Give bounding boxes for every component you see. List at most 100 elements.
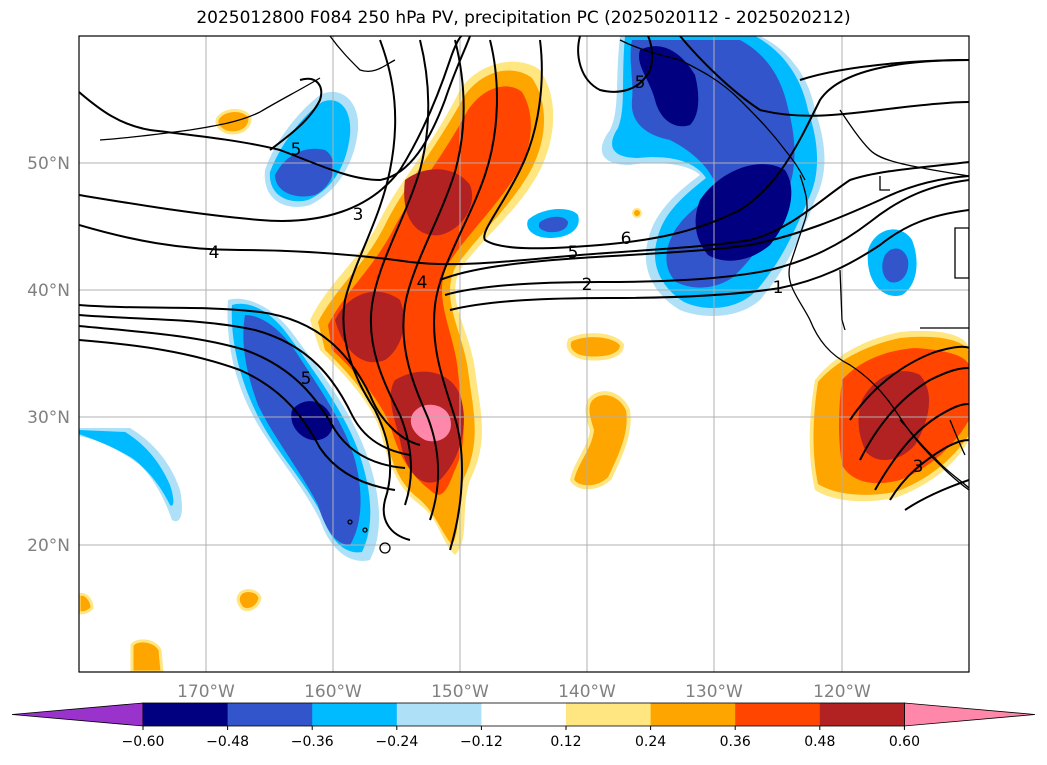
contour-label: 5	[635, 73, 646, 93]
contour-labels: 5 3 4 5 6 5 4 2 1 5 3	[209, 73, 924, 477]
contour-1	[449, 209, 969, 311]
lon-label-120w: 120°W	[813, 682, 871, 702]
lon-label-150w: 150°W	[431, 682, 489, 702]
lon-label-170w: 170°W	[177, 682, 235, 702]
coast-west-us	[788, 174, 969, 491]
contour-se-5	[904, 479, 969, 511]
latitude-labels: 50°N 40°N 30°N 20°N	[27, 154, 70, 556]
colorbar-segment	[819, 703, 905, 726]
contour-label: 6	[621, 229, 632, 249]
longitude-labels: 170°W 160°W 150°W 140°W 130°W 120°W	[177, 682, 871, 702]
coast-gulf	[949, 419, 966, 456]
colorbar-segment	[312, 703, 398, 726]
colorbar-tick-label: 0.48	[804, 734, 835, 750]
neg-shade-nw-3	[275, 148, 334, 197]
lon-label-130w: 130°W	[685, 682, 743, 702]
map-frame	[78, 35, 970, 673]
coast-baja	[899, 419, 969, 489]
island-hawaii-2	[362, 527, 368, 533]
contour-central-1	[342, 39, 411, 541]
colorbar-tick-label: 0.12	[550, 734, 581, 750]
contour-label: 4	[209, 243, 220, 263]
map-title: 2025012800 F084 250 hPa PV, precipitatio…	[196, 8, 851, 28]
neg-shade-ne-4a	[638, 46, 699, 127]
contour-ne-1	[679, 36, 969, 117]
contour-ne-2	[799, 59, 969, 81]
colorbar-segment	[650, 703, 736, 726]
neg-shade-west-1	[79, 428, 183, 522]
contour-ne-3	[577, 36, 654, 93]
colorbar-segment	[566, 703, 652, 726]
contour-central-4	[433, 39, 498, 551]
coast-aleutians	[99, 77, 321, 141]
contour-label: 5	[301, 369, 312, 389]
pos-shade-small-1	[566, 333, 625, 361]
contour-se-3	[874, 403, 969, 491]
neg-shade-inland-3	[882, 248, 909, 283]
border-2	[954, 227, 969, 279]
border-1	[879, 176, 890, 191]
contour-label: 4	[417, 273, 428, 293]
colorbar-segment	[143, 703, 229, 726]
pv-contours	[79, 36, 969, 551]
colorbar-frame	[142, 702, 905, 727]
pos-shade-4b	[335, 291, 405, 363]
contour-label: 5	[568, 243, 579, 263]
pos-shade-4a	[404, 169, 473, 236]
lat-label-30n: 30°N	[27, 408, 70, 428]
contour-central-2	[369, 39, 430, 506]
colorbar-tick-label: −0.12	[460, 734, 503, 750]
island-hawaii-3	[347, 519, 353, 525]
pos-shade-small-7	[632, 208, 642, 218]
contour-5b	[439, 175, 969, 281]
contour-s4	[79, 339, 396, 491]
colorbar-tick-label: 0.36	[720, 734, 751, 750]
colorbar-tick-label: −0.24	[375, 734, 418, 750]
negative-precip-small-45n	[527, 208, 579, 238]
pos-shade-5	[410, 404, 451, 442]
contour-6	[483, 39, 969, 250]
contour-label: 1	[773, 278, 784, 298]
contour-central-3	[402, 39, 465, 521]
lat-label-40n: 40°N	[27, 281, 70, 301]
pos-shade-small-6	[79, 592, 94, 615]
contour-2	[444, 179, 969, 296]
pos-shade-small-4	[236, 589, 262, 612]
lon-label-140w: 140°W	[558, 682, 616, 702]
negative-precip-ne	[601, 36, 825, 316]
colorbar-extend-low	[11, 702, 144, 727]
map-area: 5 3 4 5 6 5 4 2 1 5 3	[79, 36, 969, 672]
contour-s1	[79, 304, 421, 446]
contour-4a	[79, 161, 969, 266]
colorbar-tick-label: −0.60	[122, 734, 165, 750]
negative-precip-band-west	[227, 298, 380, 561]
pos-shade-small-5	[130, 639, 164, 672]
contour-se-1	[849, 345, 969, 421]
neg-shade-west-2	[79, 430, 174, 506]
contour-3a	[79, 36, 463, 222]
negative-precip-west-small	[79, 428, 183, 522]
lat-label-20n: 20°N	[27, 536, 70, 556]
contour-label: 3	[913, 457, 924, 477]
contour-5a	[79, 36, 471, 182]
coast-canada-border	[839, 109, 969, 177]
coast-alaska-panhandle	[619, 39, 806, 181]
colorbar-segment	[735, 703, 821, 726]
contour-label: 5	[291, 140, 302, 160]
gridlines	[79, 36, 969, 672]
negative-precip-nw	[264, 91, 359, 207]
contour-se-2	[859, 367, 969, 461]
lon-label-160w: 160°W	[304, 682, 362, 702]
colorbar-tick-label: 0.24	[635, 734, 666, 750]
contour-label: 2	[582, 275, 593, 295]
lat-label-50n: 50°N	[27, 154, 70, 174]
contour-se-4	[889, 439, 969, 501]
coast-alaska	[329, 36, 396, 72]
colorbar-segment	[396, 703, 482, 726]
contour-label: 3	[353, 205, 364, 225]
colorbar-tick-label: −0.48	[206, 734, 249, 750]
colorbar-segment	[481, 703, 567, 726]
border-3	[839, 269, 846, 331]
colorbar-segment	[227, 703, 313, 726]
